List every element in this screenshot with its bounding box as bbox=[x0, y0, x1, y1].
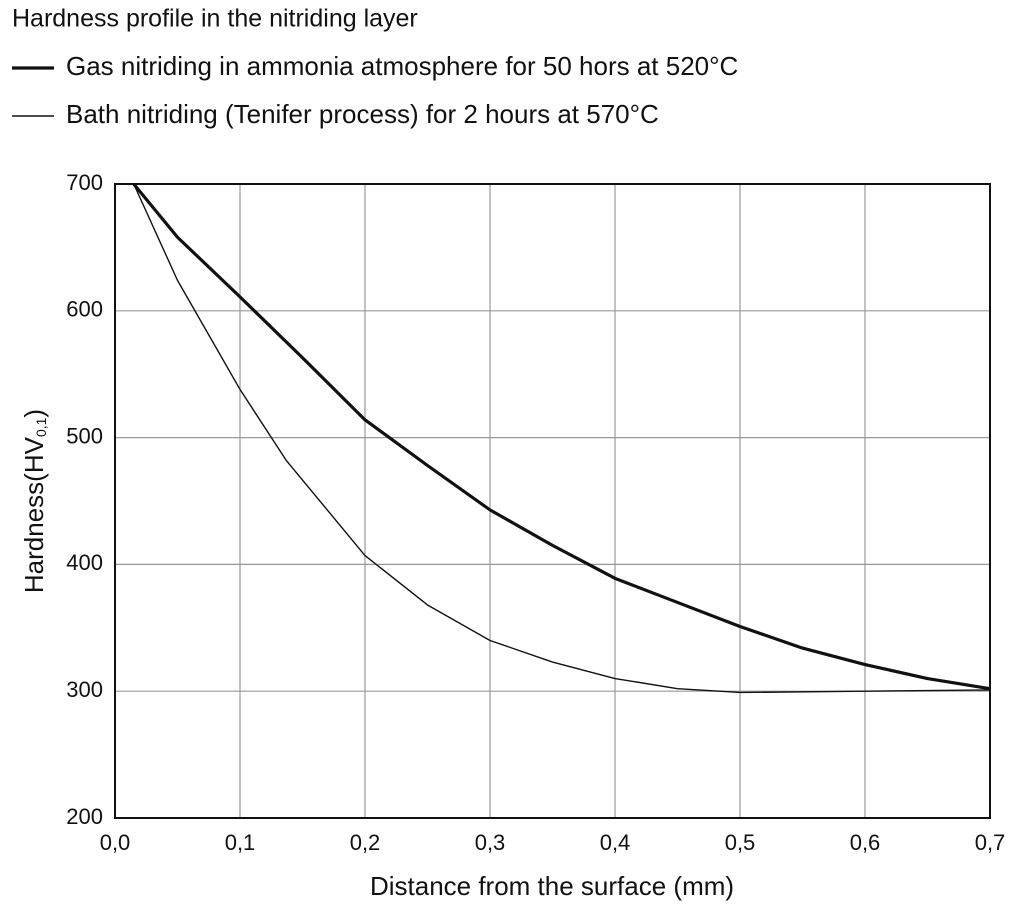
x-tick-label: 0,0 bbox=[100, 830, 131, 855]
x-tick-label: 0,5 bbox=[725, 830, 756, 855]
x-tick-label: 0,1 bbox=[225, 830, 256, 855]
x-tick-label: 0,4 bbox=[600, 830, 631, 855]
y-label-suffix: ) bbox=[19, 409, 49, 418]
x-axis-label: Distance from the surface (mm) bbox=[370, 871, 734, 901]
legend-label: Bath nitriding (Tenifer process) for 2 h… bbox=[66, 99, 659, 129]
legend-label: Gas nitriding in ammonia atmosphere for … bbox=[66, 51, 738, 81]
x-tick-label: 0,2 bbox=[350, 830, 381, 855]
y-tick-label: 200 bbox=[66, 804, 103, 829]
x-tick-label: 0,6 bbox=[850, 830, 881, 855]
y-label-subscript: 0,1 bbox=[33, 417, 49, 437]
x-tick-label: 0,7 bbox=[975, 830, 1006, 855]
y-tick-label: 700 bbox=[66, 170, 103, 195]
chart-title: Hardness profile in the nitriding layer bbox=[12, 5, 418, 33]
y-tick-label: 400 bbox=[66, 550, 103, 575]
x-tick-label: 0,3 bbox=[475, 830, 506, 855]
y-tick-label: 300 bbox=[66, 677, 103, 702]
plot-frame bbox=[114, 183, 991, 819]
y-label-text: Hardness(HV bbox=[19, 436, 49, 593]
y-axis-label: Hardness(HV0,1) bbox=[19, 409, 49, 593]
series-line bbox=[132, 182, 991, 691]
series-line bbox=[133, 183, 991, 694]
y-tick-label: 600 bbox=[66, 297, 103, 322]
y-tick-label: 500 bbox=[66, 423, 103, 448]
